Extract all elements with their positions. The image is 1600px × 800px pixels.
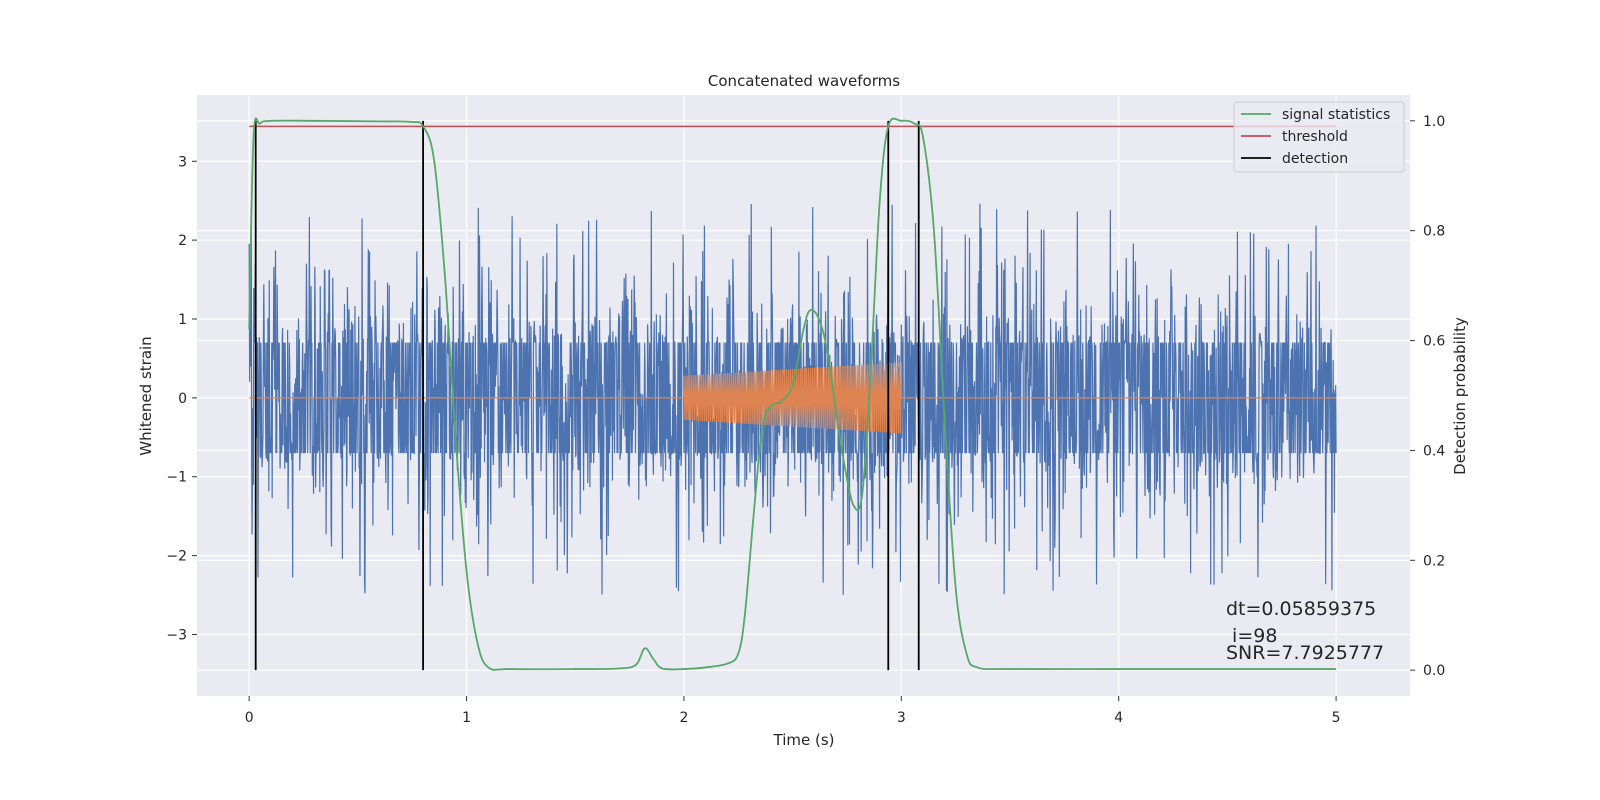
y-right-tick-label: 0.4 xyxy=(1423,443,1445,459)
y-axis-ticks: −3 −2 −1 0 1 2 3 xyxy=(166,154,197,643)
y-tick-label: 3 xyxy=(178,154,187,170)
y-axis-right-ticks: 0.0 0.2 0.4 0.6 0.8 1.0 xyxy=(1410,114,1445,679)
y-tick-label: 2 xyxy=(178,233,187,249)
series-injection xyxy=(249,362,1337,434)
x-axis-ticks: 0 1 2 3 4 5 xyxy=(245,696,1341,726)
series-signal-statistics xyxy=(248,117,1337,671)
y-right-tick-label: 0.6 xyxy=(1423,334,1445,350)
x-tick-label: 2 xyxy=(679,710,688,726)
y-tick-label: 0 xyxy=(178,391,187,407)
y-right-tick-label: 0.8 xyxy=(1423,224,1445,240)
legend-label-detection: detection xyxy=(1282,151,1348,167)
annotation-i: i=98 xyxy=(1226,625,1277,647)
x-axis-label: Time (s) xyxy=(773,731,835,749)
series-strain xyxy=(248,203,1337,595)
x-tick-label: 4 xyxy=(1114,710,1123,726)
legend: signal statistics threshold detection xyxy=(1233,101,1405,173)
y-tick-label: 1 xyxy=(178,312,187,328)
annotation-dt: dt=0.05859375 xyxy=(1226,598,1376,620)
x-tick-label: 3 xyxy=(897,710,906,726)
legend-box xyxy=(1233,101,1405,173)
y-right-tick-label: 0.2 xyxy=(1423,553,1445,569)
y-axis-label: Whitened strain xyxy=(137,336,155,455)
x-tick-label: 0 xyxy=(245,710,254,726)
x-tick-label: 1 xyxy=(462,710,471,726)
y-right-tick-label: 0.0 xyxy=(1423,663,1445,679)
y-tick-label: −1 xyxy=(166,470,187,486)
x-tick-label: 5 xyxy=(1332,710,1341,726)
y-axis-right-label: Detection probability xyxy=(1451,317,1469,475)
annotation-snr: SNR=7.7925777 xyxy=(1226,642,1384,664)
y-tick-label: −2 xyxy=(166,549,187,565)
legend-label-threshold: threshold xyxy=(1282,129,1348,145)
legend-label-signal-statistics: signal statistics xyxy=(1282,107,1390,123)
y-tick-label: −3 xyxy=(166,627,187,643)
chart-title: Concatenated waveforms xyxy=(708,72,900,90)
detections xyxy=(254,120,920,671)
y-right-tick-label: 1.0 xyxy=(1423,114,1445,130)
